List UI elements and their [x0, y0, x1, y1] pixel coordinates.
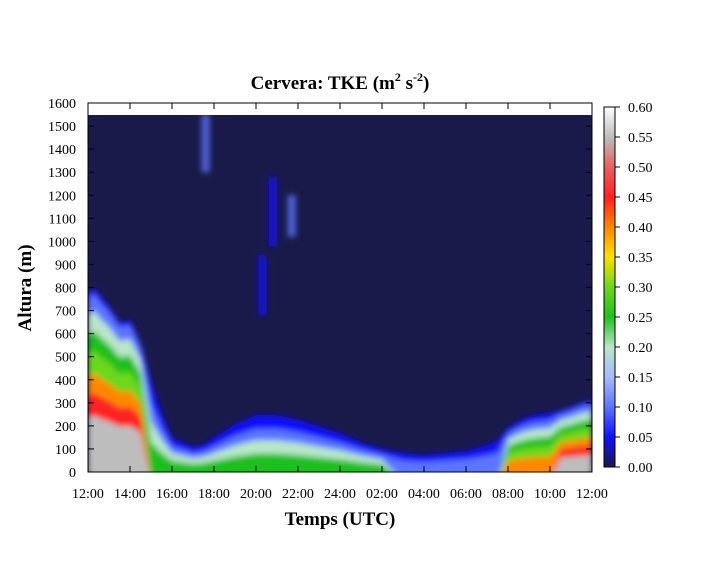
y-tick-label: 700 [55, 305, 76, 320]
heatmap-field [88, 115, 592, 472]
tke-plume-1 [287, 195, 296, 237]
y-tick-label: 600 [55, 328, 76, 343]
colorbar-tick-label: 0.40 [628, 221, 653, 236]
title-suffix: ) [423, 73, 429, 94]
colorbar-tick-label: 0.35 [628, 251, 653, 266]
colorbar-axis: 0.00 0.05 0.10 0.15 0.20 0.25 0.30 0.35 0.40 0.45… [615, 101, 653, 476]
tke-plume-2 [258, 255, 267, 316]
colorbar-tick-label: 0.25 [628, 311, 653, 326]
x-tick-label: 08:00 [492, 487, 524, 502]
y-tick-label: 1600 [48, 97, 76, 112]
x-tick-label: 22:00 [282, 487, 314, 502]
y-tick-label: 1100 [49, 212, 76, 227]
y-tick-label: 1200 [48, 189, 76, 204]
x-axis: 12:00 14:00 16:00 18:00 20:00 22:00 24:00 02:00… [72, 103, 608, 502]
x-tick-label: 10:00 [534, 487, 566, 502]
colorbar-tick-label: 0.00 [628, 461, 653, 476]
x-tick-label: 02:00 [366, 487, 398, 502]
colorbar-tick-label: 0.45 [628, 191, 653, 206]
title-sup2: -2 [413, 70, 423, 84]
colorbar-tick-label: 0.60 [628, 101, 653, 116]
x-tick-label: 06:00 [450, 487, 482, 502]
colorbar-tick-label: 0.50 [628, 161, 653, 176]
title-mid: s [401, 73, 413, 94]
colorbar-tick-label: 0.30 [628, 281, 653, 296]
tke-plume-3 [268, 176, 277, 246]
colorbar-tick-label: 0.55 [628, 131, 653, 146]
tke-plumes [201, 115, 296, 316]
y-tick-label: 300 [55, 397, 76, 412]
y-axis: 0 100 200 300 400 500 600 700 800 900 1000 1100 1200… [48, 97, 592, 481]
colorbar [603, 106, 616, 468]
colorbar-tick-label: 0.10 [628, 401, 653, 416]
x-tick-label: 18:00 [198, 487, 230, 502]
y-tick-label: 0 [69, 466, 76, 481]
x-axis-label: Temps (UTC) [285, 509, 396, 530]
x-tick-label: 04:00 [408, 487, 440, 502]
y-tick-label: 800 [55, 282, 76, 297]
y-tick-label: 1500 [48, 120, 76, 135]
y-axis-label: Altura (m) [15, 244, 36, 331]
y-tick-label: 400 [55, 374, 76, 389]
y-tick-label: 100 [55, 443, 76, 458]
y-tick-label: 900 [55, 258, 76, 273]
y-tick-label: 200 [55, 420, 76, 435]
colorbar-tick-label: 0.05 [628, 431, 653, 446]
tke-band-7 [88, 415, 592, 472]
title-sup1: 2 [395, 70, 401, 84]
y-tick-label: 1300 [48, 166, 76, 181]
x-tick-label: 24:00 [324, 487, 356, 502]
x-tick-label: 20:00 [240, 487, 272, 502]
y-tick-label: 1000 [48, 235, 76, 250]
boundary-layer-bands [88, 287, 592, 472]
heatmap-background [88, 115, 592, 472]
x-tick-label: 14:00 [114, 487, 146, 502]
colorbar-tick-label: 0.15 [628, 371, 653, 386]
y-tick-label: 500 [55, 351, 76, 366]
x-tick-label: 12:00 [576, 487, 608, 502]
x-tick-label: 12:00 [72, 487, 104, 502]
tke-plume-0 [201, 115, 210, 173]
x-tick-label: 16:00 [156, 487, 188, 502]
colorbar-tick-label: 0.20 [628, 341, 653, 356]
chart-title: Cervera: TKE (m2 s-2) [251, 70, 430, 94]
title-prefix: Cervera: TKE (m [251, 73, 395, 94]
y-tick-label: 1400 [48, 143, 76, 158]
